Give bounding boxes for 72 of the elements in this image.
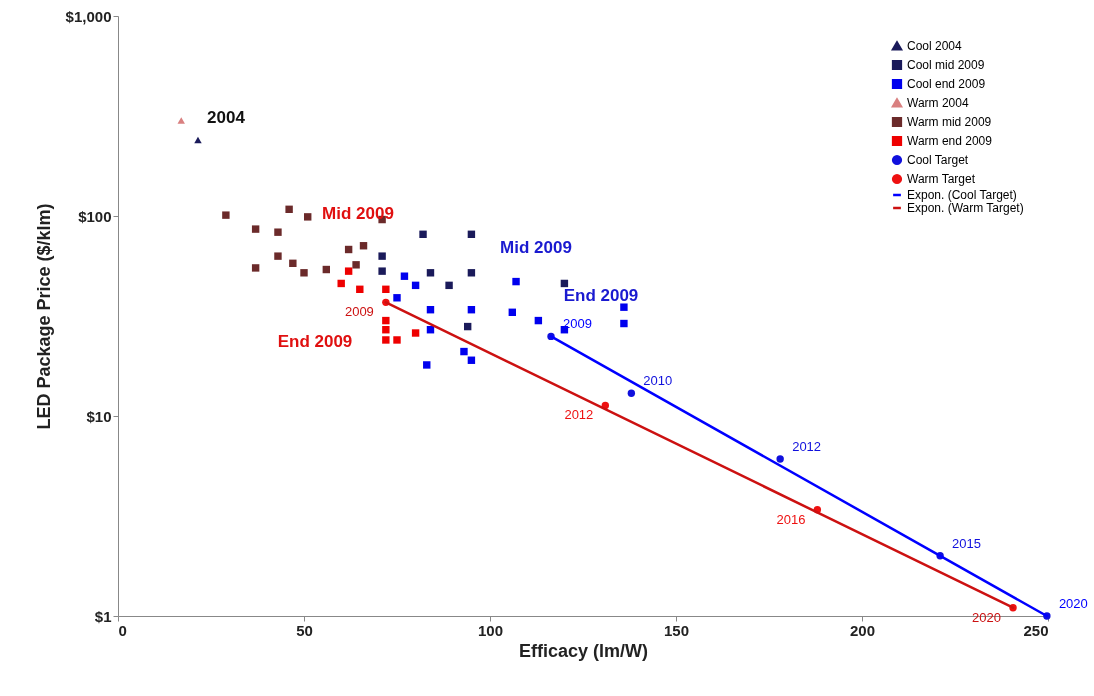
x-tick-label: 100 bbox=[477, 621, 504, 639]
point bbox=[467, 269, 476, 277]
point bbox=[251, 264, 260, 272]
annotation: Mid 2009 bbox=[322, 204, 394, 223]
point bbox=[274, 252, 282, 260]
y-axis-title: LED Package Price ($/klm) bbox=[33, 203, 54, 430]
annotation: End 2009 bbox=[277, 332, 353, 351]
annotation: 2009 bbox=[344, 304, 374, 320]
point bbox=[285, 205, 293, 214]
point bbox=[337, 279, 345, 288]
point bbox=[627, 389, 636, 397]
legend-label: Cool 2004 bbox=[907, 39, 963, 53]
point bbox=[382, 285, 390, 294]
legend-label: Warm end 2009 bbox=[907, 134, 993, 148]
point bbox=[382, 316, 390, 325]
annotation: 2016 bbox=[776, 511, 806, 527]
annotation: 2009 bbox=[563, 316, 592, 332]
legend-label: Cool mid 2009 bbox=[907, 58, 985, 72]
point bbox=[274, 228, 282, 236]
point bbox=[289, 259, 297, 268]
x-tick-label: 250 bbox=[1023, 621, 1049, 639]
annotation: 2020 bbox=[972, 609, 1002, 625]
annotation: 2020 bbox=[1058, 596, 1088, 611]
point bbox=[445, 281, 453, 290]
point bbox=[460, 347, 468, 356]
legend-label: Warm Target bbox=[907, 172, 976, 186]
point bbox=[382, 336, 390, 344]
legend-label: Warm 2004 bbox=[907, 96, 969, 110]
x-axis-title: Efficacy (lm/W) bbox=[518, 640, 649, 661]
point bbox=[251, 225, 260, 233]
point bbox=[620, 303, 628, 311]
y-tick-label: $1 bbox=[94, 607, 112, 625]
point bbox=[411, 329, 420, 337]
point bbox=[177, 117, 185, 124]
annotation: 2015 bbox=[952, 535, 982, 551]
point bbox=[378, 267, 386, 275]
point bbox=[423, 361, 431, 369]
x-tick-label: 150 bbox=[663, 621, 690, 639]
annotation: 2012 bbox=[564, 407, 594, 423]
point bbox=[512, 277, 520, 286]
point bbox=[194, 136, 202, 144]
point bbox=[344, 267, 353, 275]
x-tick-label: 0 bbox=[118, 621, 127, 639]
annotation: 2004 bbox=[207, 108, 246, 127]
annotation: 2012 bbox=[792, 438, 822, 454]
point bbox=[382, 326, 390, 334]
point bbox=[222, 211, 230, 219]
point bbox=[393, 294, 401, 302]
point bbox=[400, 272, 409, 280]
point bbox=[378, 252, 386, 260]
legend-label: Expon. (Cool Target) bbox=[907, 188, 1017, 202]
point bbox=[426, 269, 435, 277]
point bbox=[776, 455, 784, 463]
legend-label: Warm mid 2009 bbox=[907, 115, 992, 129]
x-tick-label: 50 bbox=[296, 621, 313, 639]
point bbox=[356, 285, 364, 294]
point bbox=[352, 261, 360, 269]
point bbox=[419, 230, 427, 239]
y-tick-label: $1,000 bbox=[65, 7, 112, 25]
annotation: 2010 bbox=[643, 373, 673, 389]
legend-label: Expon. (Warm Target) bbox=[907, 201, 1024, 215]
point bbox=[620, 319, 628, 328]
legend-label: Cool Target bbox=[907, 153, 969, 167]
point bbox=[300, 269, 308, 277]
y-tick-label: $100 bbox=[78, 207, 112, 225]
point bbox=[304, 213, 312, 221]
x-tick-label: 200 bbox=[849, 621, 876, 639]
annotation: End 2009 bbox=[563, 286, 639, 305]
y-tick-label: $10 bbox=[86, 407, 112, 425]
point bbox=[393, 336, 401, 344]
annotation: Mid 2009 bbox=[500, 238, 572, 257]
legend-label: Cool end 2009 bbox=[907, 77, 986, 91]
